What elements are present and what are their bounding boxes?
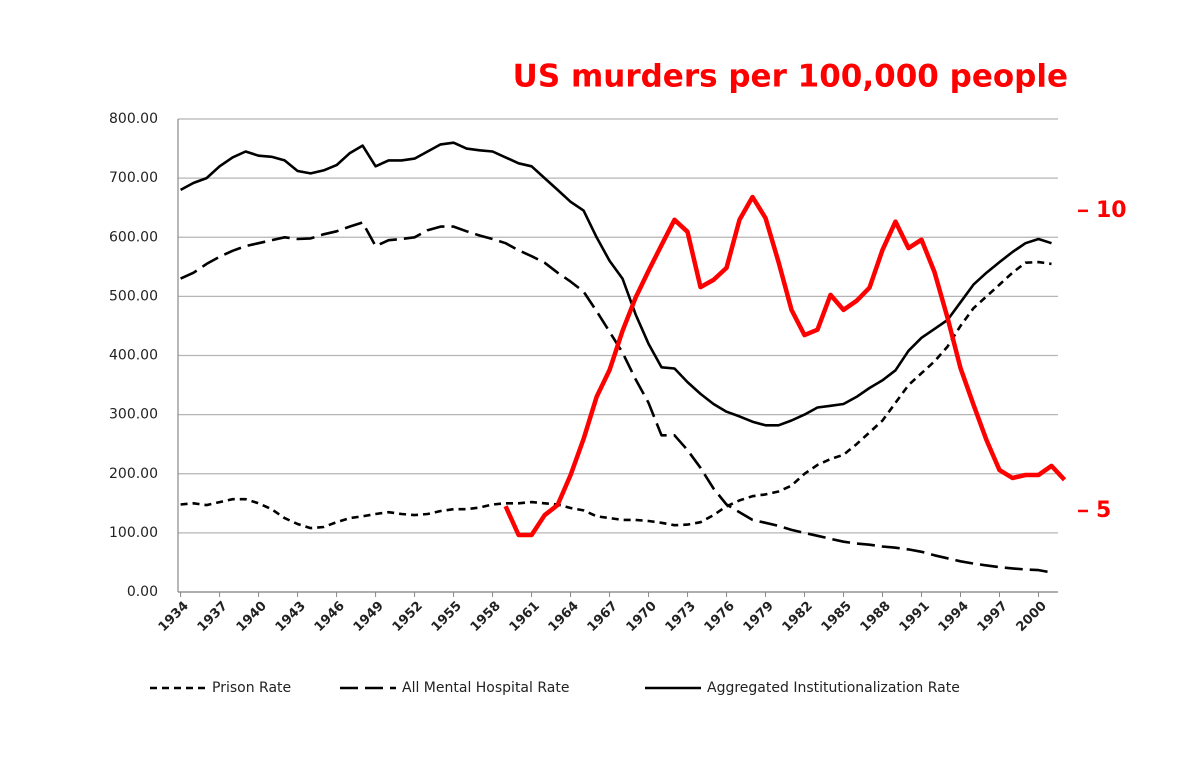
x-tick-label: 1952 [390,599,426,635]
series-line [180,221,1052,574]
y-tick-label: 200.00 [109,466,158,482]
x-tick-label: 1997 [975,599,1011,635]
x-tick-label: 1973 [663,599,699,635]
y-tick-label: 0.00 [127,584,158,600]
x-tick-label: 1949 [351,599,387,635]
x-tick-label: 1976 [702,599,738,635]
y-tick-label: 800.00 [109,111,158,127]
x-tick-label: 1994 [936,599,972,635]
x-tick-label: 1985 [819,599,855,635]
x-tick-label: 1979 [741,599,777,635]
x-tick-label: 1988 [858,599,894,635]
x-tick-label: 1967 [585,599,621,635]
x-tick-label: 1970 [624,599,660,635]
y-tick-label: 400.00 [109,348,158,364]
x-tick-label: 1961 [507,599,543,635]
x-tick-label: 1958 [468,599,504,635]
y2-tick-label: 10 [1096,198,1127,223]
x-tick-label: 1946 [312,599,348,635]
x-tick-label: 1964 [546,599,582,635]
x-tick-label: 1937 [195,599,231,635]
y2-tick-label: 5 [1096,498,1111,523]
y-tick-label: 500.00 [109,288,158,304]
y-tick-label: 600.00 [109,229,158,245]
chart-title: US murders per 100,000 people [513,59,1068,95]
series-line [503,194,1067,538]
x-tick-label: 1934 [156,599,192,635]
x-tick-label: 2000 [1014,599,1050,635]
x-tick-label: 1943 [273,599,309,635]
x-tick-label: 1991 [897,599,933,635]
series-line [179,141,1052,427]
legend-item: All Mental Hospital Rate [340,680,569,696]
legend-item: Aggregated Institutionalization Rate [645,680,960,696]
legend-label: Prison Rate [212,680,291,696]
y-tick-label: 100.00 [109,525,158,541]
legend-item: Prison Rate [150,680,291,696]
x-tick-label: 1982 [780,599,816,635]
x-tick-label: 1940 [234,599,270,635]
series-line [180,260,1052,530]
y-tick-label: 700.00 [109,170,158,186]
x-tick-label: 1955 [429,599,465,635]
legend-label: Aggregated Institutionalization Rate [707,680,960,696]
legend-label: All Mental Hospital Rate [402,680,569,696]
y-tick-label: 300.00 [109,407,158,423]
